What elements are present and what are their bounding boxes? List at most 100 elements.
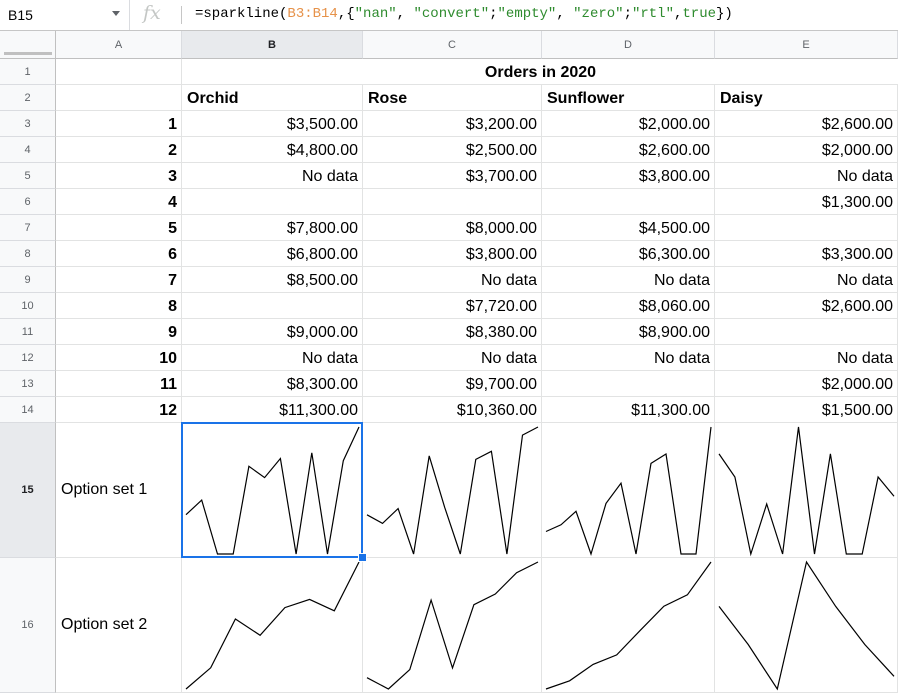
fill-handle[interactable] [358, 553, 367, 562]
row-header-12[interactable]: 12 [0, 345, 56, 371]
value-cell[interactable]: $2,600.00 [542, 137, 715, 163]
row-header-13[interactable]: 13 [0, 371, 56, 397]
month-cell[interactable]: 11 [56, 371, 182, 397]
value-cell[interactable]: $6,300.00 [542, 241, 715, 267]
row-header-5[interactable]: 5 [0, 163, 56, 189]
sparkline-cell[interactable] [182, 558, 363, 693]
month-cell[interactable]: 2 [56, 137, 182, 163]
flower-header-daisy[interactable]: Daisy [715, 85, 898, 111]
value-cell[interactable]: $11,300.00 [182, 397, 363, 423]
month-cell[interactable]: 12 [56, 397, 182, 423]
sparkline-cell[interactable] [542, 423, 715, 558]
value-cell[interactable]: $7,800.00 [182, 215, 363, 241]
sparkline-cell[interactable] [363, 423, 542, 558]
value-cell[interactable]: $2,500.00 [363, 137, 542, 163]
value-cell[interactable] [542, 189, 715, 215]
column-header-d[interactable]: D [542, 31, 715, 59]
row-header-16[interactable]: 16 [0, 558, 56, 693]
title-cell[interactable]: Orders in 2020 [182, 59, 898, 85]
value-cell[interactable]: $8,500.00 [182, 267, 363, 293]
value-cell[interactable]: $8,000.00 [363, 215, 542, 241]
month-cell[interactable]: 5 [56, 215, 182, 241]
value-cell[interactable]: $3,200.00 [363, 111, 542, 137]
value-cell[interactable]: No data [363, 267, 542, 293]
column-header-e[interactable]: E [715, 31, 898, 59]
row-header-15[interactable]: 15 [0, 423, 56, 558]
value-cell[interactable]: $1,300.00 [715, 189, 898, 215]
sparkline-cell[interactable] [182, 423, 363, 558]
value-cell[interactable]: No data [542, 267, 715, 293]
month-cell[interactable]: 7 [56, 267, 182, 293]
option-label-cell[interactable]: Option set 2 [56, 558, 182, 693]
row-header-14[interactable]: 14 [0, 397, 56, 423]
value-cell[interactable]: No data [715, 345, 898, 371]
value-cell[interactable]: $3,500.00 [182, 111, 363, 137]
value-cell[interactable]: $2,000.00 [542, 111, 715, 137]
value-cell[interactable]: $2,000.00 [715, 371, 898, 397]
value-cell[interactable]: $8,060.00 [542, 293, 715, 319]
row-header-9[interactable]: 9 [0, 267, 56, 293]
flower-header-orchid[interactable]: Orchid [182, 85, 363, 111]
value-cell[interactable] [542, 371, 715, 397]
sparkline-cell[interactable] [363, 558, 542, 693]
row-header-10[interactable]: 10 [0, 293, 56, 319]
sparkline-cell[interactable] [715, 423, 898, 558]
value-cell[interactable]: No data [715, 163, 898, 189]
value-cell[interactable]: $11,300.00 [542, 397, 715, 423]
value-cell[interactable] [182, 189, 363, 215]
column-header-b[interactable]: B [182, 31, 363, 59]
chevron-down-icon[interactable] [112, 11, 120, 16]
freeze-bar[interactable] [4, 52, 52, 55]
value-cell[interactable]: $9,700.00 [363, 371, 542, 397]
sparkline-cell[interactable] [715, 558, 898, 693]
value-cell[interactable]: $3,800.00 [363, 241, 542, 267]
value-cell[interactable]: No data [182, 163, 363, 189]
value-cell[interactable]: $9,000.00 [182, 319, 363, 345]
value-cell[interactable]: $4,500.00 [542, 215, 715, 241]
value-cell[interactable]: $2,600.00 [715, 111, 898, 137]
month-cell[interactable]: 10 [56, 345, 182, 371]
column-header-a[interactable]: A [56, 31, 182, 59]
row-header-4[interactable]: 4 [0, 137, 56, 163]
value-cell[interactable]: $1,500.00 [715, 397, 898, 423]
name-box[interactable]: B15 [0, 0, 130, 30]
row-header-6[interactable]: 6 [0, 189, 56, 215]
row-header-8[interactable]: 8 [0, 241, 56, 267]
value-cell[interactable]: $2,600.00 [715, 293, 898, 319]
flower-header-sunflower[interactable]: Sunflower [542, 85, 715, 111]
month-cell[interactable]: 1 [56, 111, 182, 137]
value-cell[interactable]: $6,800.00 [182, 241, 363, 267]
row-header-2[interactable]: 2 [0, 85, 56, 111]
value-cell[interactable]: No data [363, 345, 542, 371]
formula-input[interactable]: =sparkline(B3:B14,{"nan", "convert";"emp… [195, 6, 733, 22]
value-cell[interactable]: $7,720.00 [363, 293, 542, 319]
value-cell[interactable]: No data [182, 345, 363, 371]
value-cell[interactable]: $10,360.00 [363, 397, 542, 423]
cell-a2[interactable] [56, 85, 182, 111]
month-cell[interactable]: 6 [56, 241, 182, 267]
value-cell[interactable]: $3,800.00 [542, 163, 715, 189]
value-cell[interactable]: $3,300.00 [715, 241, 898, 267]
month-cell[interactable]: 8 [56, 293, 182, 319]
select-all-corner[interactable] [0, 31, 56, 59]
cell-a1[interactable] [56, 59, 182, 85]
value-cell[interactable] [182, 293, 363, 319]
value-cell[interactable] [715, 319, 898, 345]
value-cell[interactable] [715, 215, 898, 241]
month-cell[interactable]: 9 [56, 319, 182, 345]
value-cell[interactable]: $4,800.00 [182, 137, 363, 163]
value-cell[interactable] [363, 189, 542, 215]
month-cell[interactable]: 3 [56, 163, 182, 189]
row-header-3[interactable]: 3 [0, 111, 56, 137]
option-label-cell[interactable]: Option set 1 [56, 423, 182, 558]
value-cell[interactable]: No data [715, 267, 898, 293]
value-cell[interactable]: $3,700.00 [363, 163, 542, 189]
value-cell[interactable]: No data [542, 345, 715, 371]
value-cell[interactable]: $8,380.00 [363, 319, 542, 345]
value-cell[interactable]: $8,900.00 [542, 319, 715, 345]
row-header-1[interactable]: 1 [0, 59, 56, 85]
sparkline-cell[interactable] [542, 558, 715, 693]
flower-header-rose[interactable]: Rose [363, 85, 542, 111]
column-header-c[interactable]: C [363, 31, 542, 59]
row-header-11[interactable]: 11 [0, 319, 56, 345]
